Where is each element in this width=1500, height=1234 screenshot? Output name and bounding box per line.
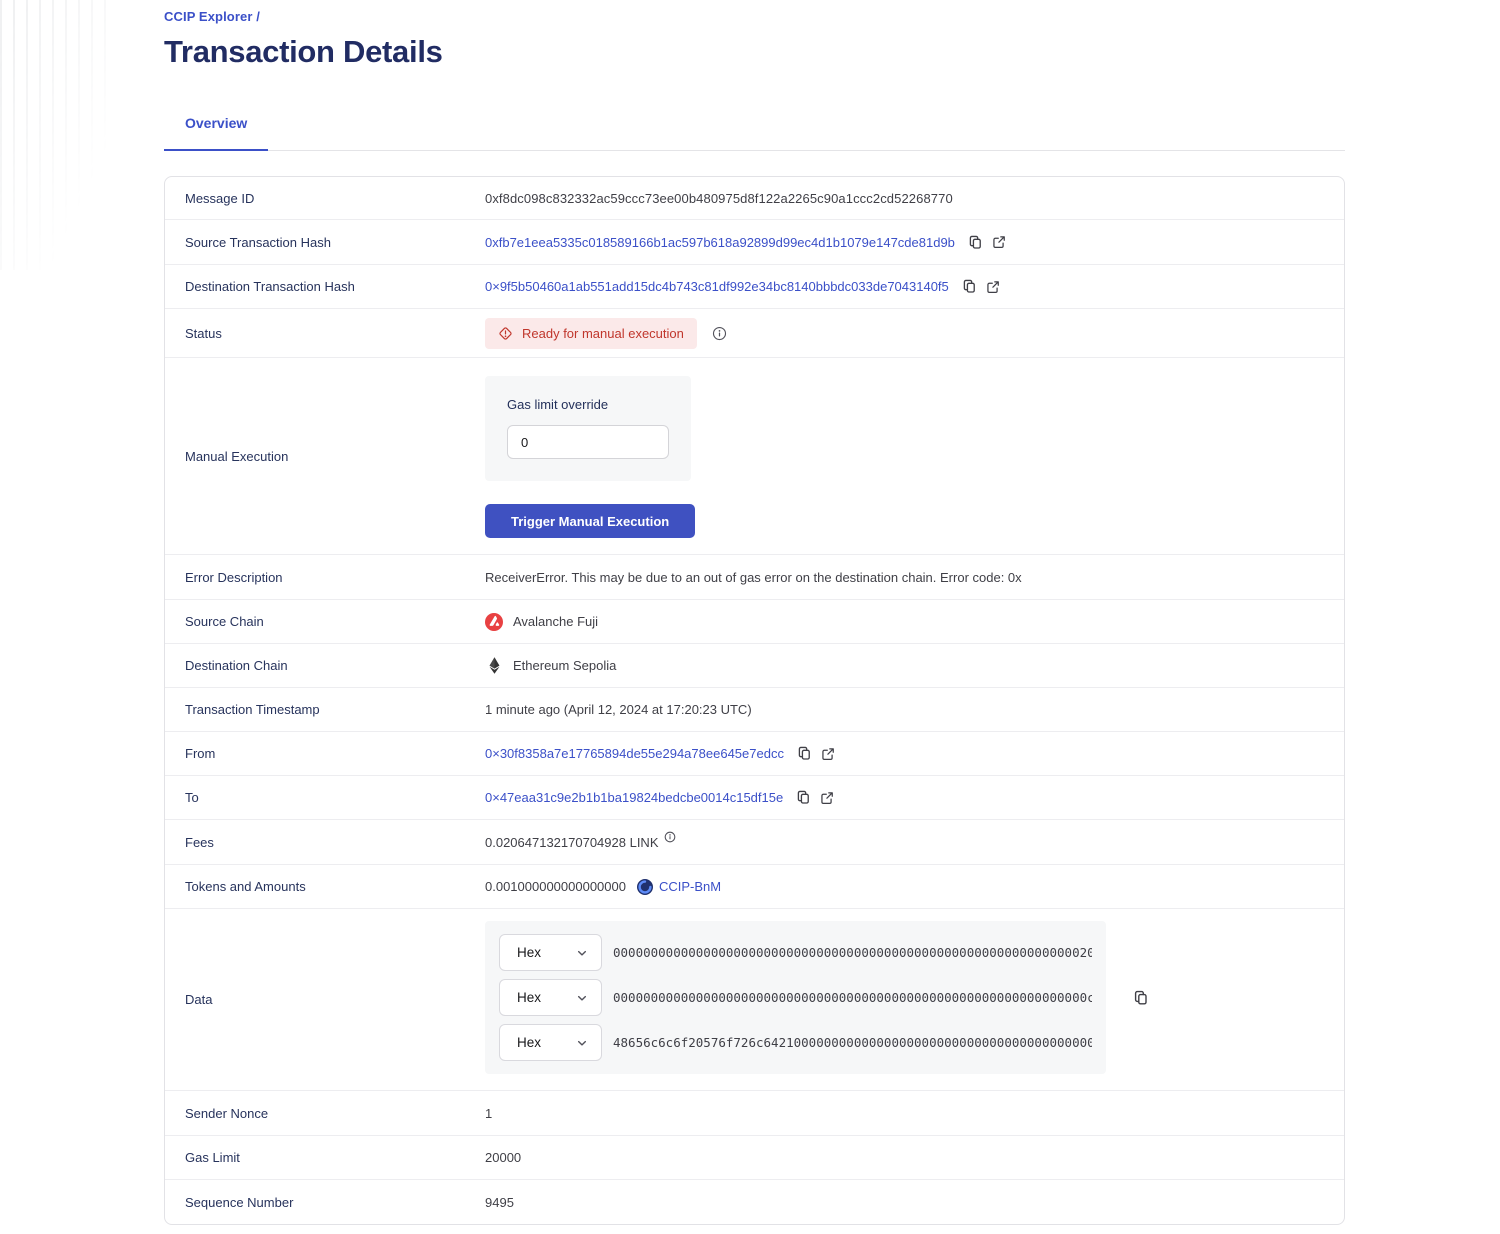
token-ccip-bnm-link[interactable]: CCIP-BnM	[658, 879, 722, 894]
copy-icon[interactable]	[796, 745, 813, 762]
field-label: Error Description	[185, 569, 283, 585]
status-badge-label: Ready for manual execution	[522, 325, 684, 341]
status-badge: Ready for manual execution	[485, 317, 697, 349]
row-transaction-timestamp: Transaction Timestamp 1 minute ago (Apri…	[165, 688, 1344, 732]
row-to: To 0×47eaa31c9e2b1b1ba19824bedcbe0014c15…	[165, 776, 1344, 820]
row-from: From 0×30f8358a7e17765894de55e294a78ee64…	[165, 732, 1344, 776]
breadcrumb-separator: /	[256, 9, 260, 24]
field-label: Source Transaction Hash	[185, 234, 331, 250]
copy-icon[interactable]	[795, 789, 812, 806]
hex-format-selected-value: Hex	[517, 945, 542, 960]
gas-limit-override-panel: Gas limit override	[485, 376, 691, 481]
source-transaction-hash-link[interactable]: 0xfb7e1eea5335c018589166b1ac597b618a9289…	[485, 234, 955, 250]
gas-limit-value: 20000	[485, 1150, 522, 1165]
sequence-number-value: 9495	[485, 1194, 514, 1210]
gas-limit-override-label: Gas limit override	[507, 397, 609, 412]
field-label: Destination Chain	[185, 658, 288, 673]
field-label: Status	[185, 325, 222, 341]
info-icon[interactable]	[712, 326, 727, 341]
ethereum-logo-icon	[485, 657, 503, 674]
copy-icon[interactable]	[1132, 989, 1150, 1007]
row-manual-execution: Manual Execution Gas limit override Trig…	[165, 358, 1344, 555]
external-link-icon[interactable]	[991, 234, 1007, 250]
token-amount-value: 0.001000000000000000	[485, 879, 626, 894]
field-label: From	[185, 746, 216, 761]
field-label: Gas Limit	[185, 1150, 240, 1165]
info-icon[interactable]	[664, 831, 676, 843]
error-description-value: ReceiverError. This may be due to an out…	[485, 569, 1022, 585]
copy-icon[interactable]	[961, 278, 978, 295]
external-link-icon[interactable]	[819, 790, 835, 806]
tab-bar: Overview	[164, 107, 1345, 151]
field-label: Data	[185, 992, 213, 1007]
row-destination-chain: Destination Chain Ethereum Sepolia	[165, 644, 1344, 688]
data-hex-row: Hex 000000000000000000000000000000000000…	[499, 934, 1092, 971]
row-source-chain: Source Chain Avalanche Fuji	[165, 600, 1344, 644]
chevron-down-icon	[575, 1036, 589, 1050]
row-sequence-number: Sequence Number 9495	[165, 1180, 1344, 1224]
destination-chain-value: Ethereum Sepolia	[513, 658, 617, 673]
breadcrumb-ccip-explorer-link[interactable]: CCIP Explorer	[164, 9, 253, 24]
row-fees: Fees 0.020647132170704928 LINK	[165, 820, 1344, 865]
field-label: Tokens and Amounts	[185, 879, 306, 894]
source-chain-value: Avalanche Fuji	[513, 614, 599, 629]
chevron-down-icon	[575, 946, 589, 960]
fees-value: 0.020647132170704928 LINK	[485, 834, 659, 850]
ccip-bnm-token-icon	[636, 878, 653, 895]
avalanche-logo-icon	[485, 612, 503, 631]
hex-format-select[interactable]: Hex	[499, 979, 602, 1016]
hex-format-select[interactable]: Hex	[499, 1024, 602, 1061]
warning-diamond-icon	[498, 326, 513, 341]
data-hex-value: 48656c6c6f20576f726c64210000000000000000…	[613, 1035, 1092, 1050]
hex-format-select[interactable]: Hex	[499, 934, 602, 971]
transaction-details-page: CCIP Explorer / Transaction Details Over…	[164, 0, 1345, 1225]
field-label: Source Chain	[185, 614, 264, 629]
data-hex-value: 0000000000000000000000000000000000000000…	[613, 990, 1092, 1005]
data-hex-row: Hex 000000000000000000000000000000000000…	[499, 979, 1092, 1016]
external-link-icon[interactable]	[820, 746, 836, 762]
field-label: Sender Nonce	[185, 1105, 269, 1121]
row-message-id: Message ID 0xf8dc098c832332ac59ccc73ee00…	[165, 177, 1344, 220]
gas-limit-override-input[interactable]	[507, 425, 669, 459]
row-data: Data Hex 0000000000000000000000000000000…	[165, 909, 1344, 1091]
transaction-timestamp-value: 1 minute ago (April 12, 2024 at 17:20:23…	[485, 702, 752, 717]
sender-nonce-value: 1	[485, 1105, 493, 1121]
row-gas-limit: Gas Limit 20000	[165, 1136, 1344, 1180]
row-tokens-and-amounts: Tokens and Amounts 0.001000000000000000 …	[165, 865, 1344, 909]
destination-transaction-hash-link[interactable]: 0×9f5b50460a1ab551add15dc4b743c81df992e3…	[485, 279, 949, 294]
chevron-down-icon	[575, 991, 589, 1005]
field-label: Fees	[185, 834, 214, 850]
field-label: To	[185, 790, 199, 805]
field-label: Destination Transaction Hash	[185, 279, 355, 294]
field-label: Manual Execution	[185, 448, 289, 464]
field-label: Transaction Timestamp	[185, 702, 320, 717]
page-title: Transaction Details	[164, 34, 443, 69]
background-decoration	[0, 0, 110, 270]
row-destination-transaction-hash: Destination Transaction Hash 0×9f5b50460…	[165, 265, 1344, 309]
field-label: Sequence Number	[185, 1194, 294, 1210]
data-hex-panel: Hex 000000000000000000000000000000000000…	[485, 921, 1106, 1074]
to-address-link[interactable]: 0×47eaa31c9e2b1b1ba19824bedcbe0014c15df1…	[485, 790, 784, 805]
data-hex-value: 0000000000000000000000000000000000000000…	[613, 945, 1092, 960]
breadcrumb: CCIP Explorer /	[164, 9, 1345, 24]
trigger-manual-execution-button[interactable]: Trigger Manual Execution	[485, 504, 696, 538]
hex-format-selected-value: Hex	[517, 1035, 542, 1050]
message-id-value: 0xf8dc098c832332ac59ccc73ee00b480975d8f1…	[485, 190, 953, 206]
field-label: Message ID	[185, 190, 255, 206]
copy-icon[interactable]	[967, 234, 984, 251]
tab-overview[interactable]: Overview	[164, 107, 269, 151]
data-hex-row: Hex 48656c6c6f20576f726c6421000000000000…	[499, 1024, 1092, 1061]
external-link-icon[interactable]	[985, 279, 1001, 295]
row-status: Status Ready for manual execution	[165, 309, 1344, 358]
row-source-transaction-hash: Source Transaction Hash 0xfb7e1eea5335c0…	[165, 220, 1344, 265]
row-sender-nonce: Sender Nonce 1	[165, 1091, 1344, 1136]
transaction-details-card: Message ID 0xf8dc098c832332ac59ccc73ee00…	[164, 176, 1345, 1225]
row-error-description: Error Description ReceiverError. This ma…	[165, 555, 1344, 600]
hex-format-selected-value: Hex	[517, 990, 542, 1005]
from-address-link[interactable]: 0×30f8358a7e17765894de55e294a78ee645e7ed…	[485, 746, 784, 761]
